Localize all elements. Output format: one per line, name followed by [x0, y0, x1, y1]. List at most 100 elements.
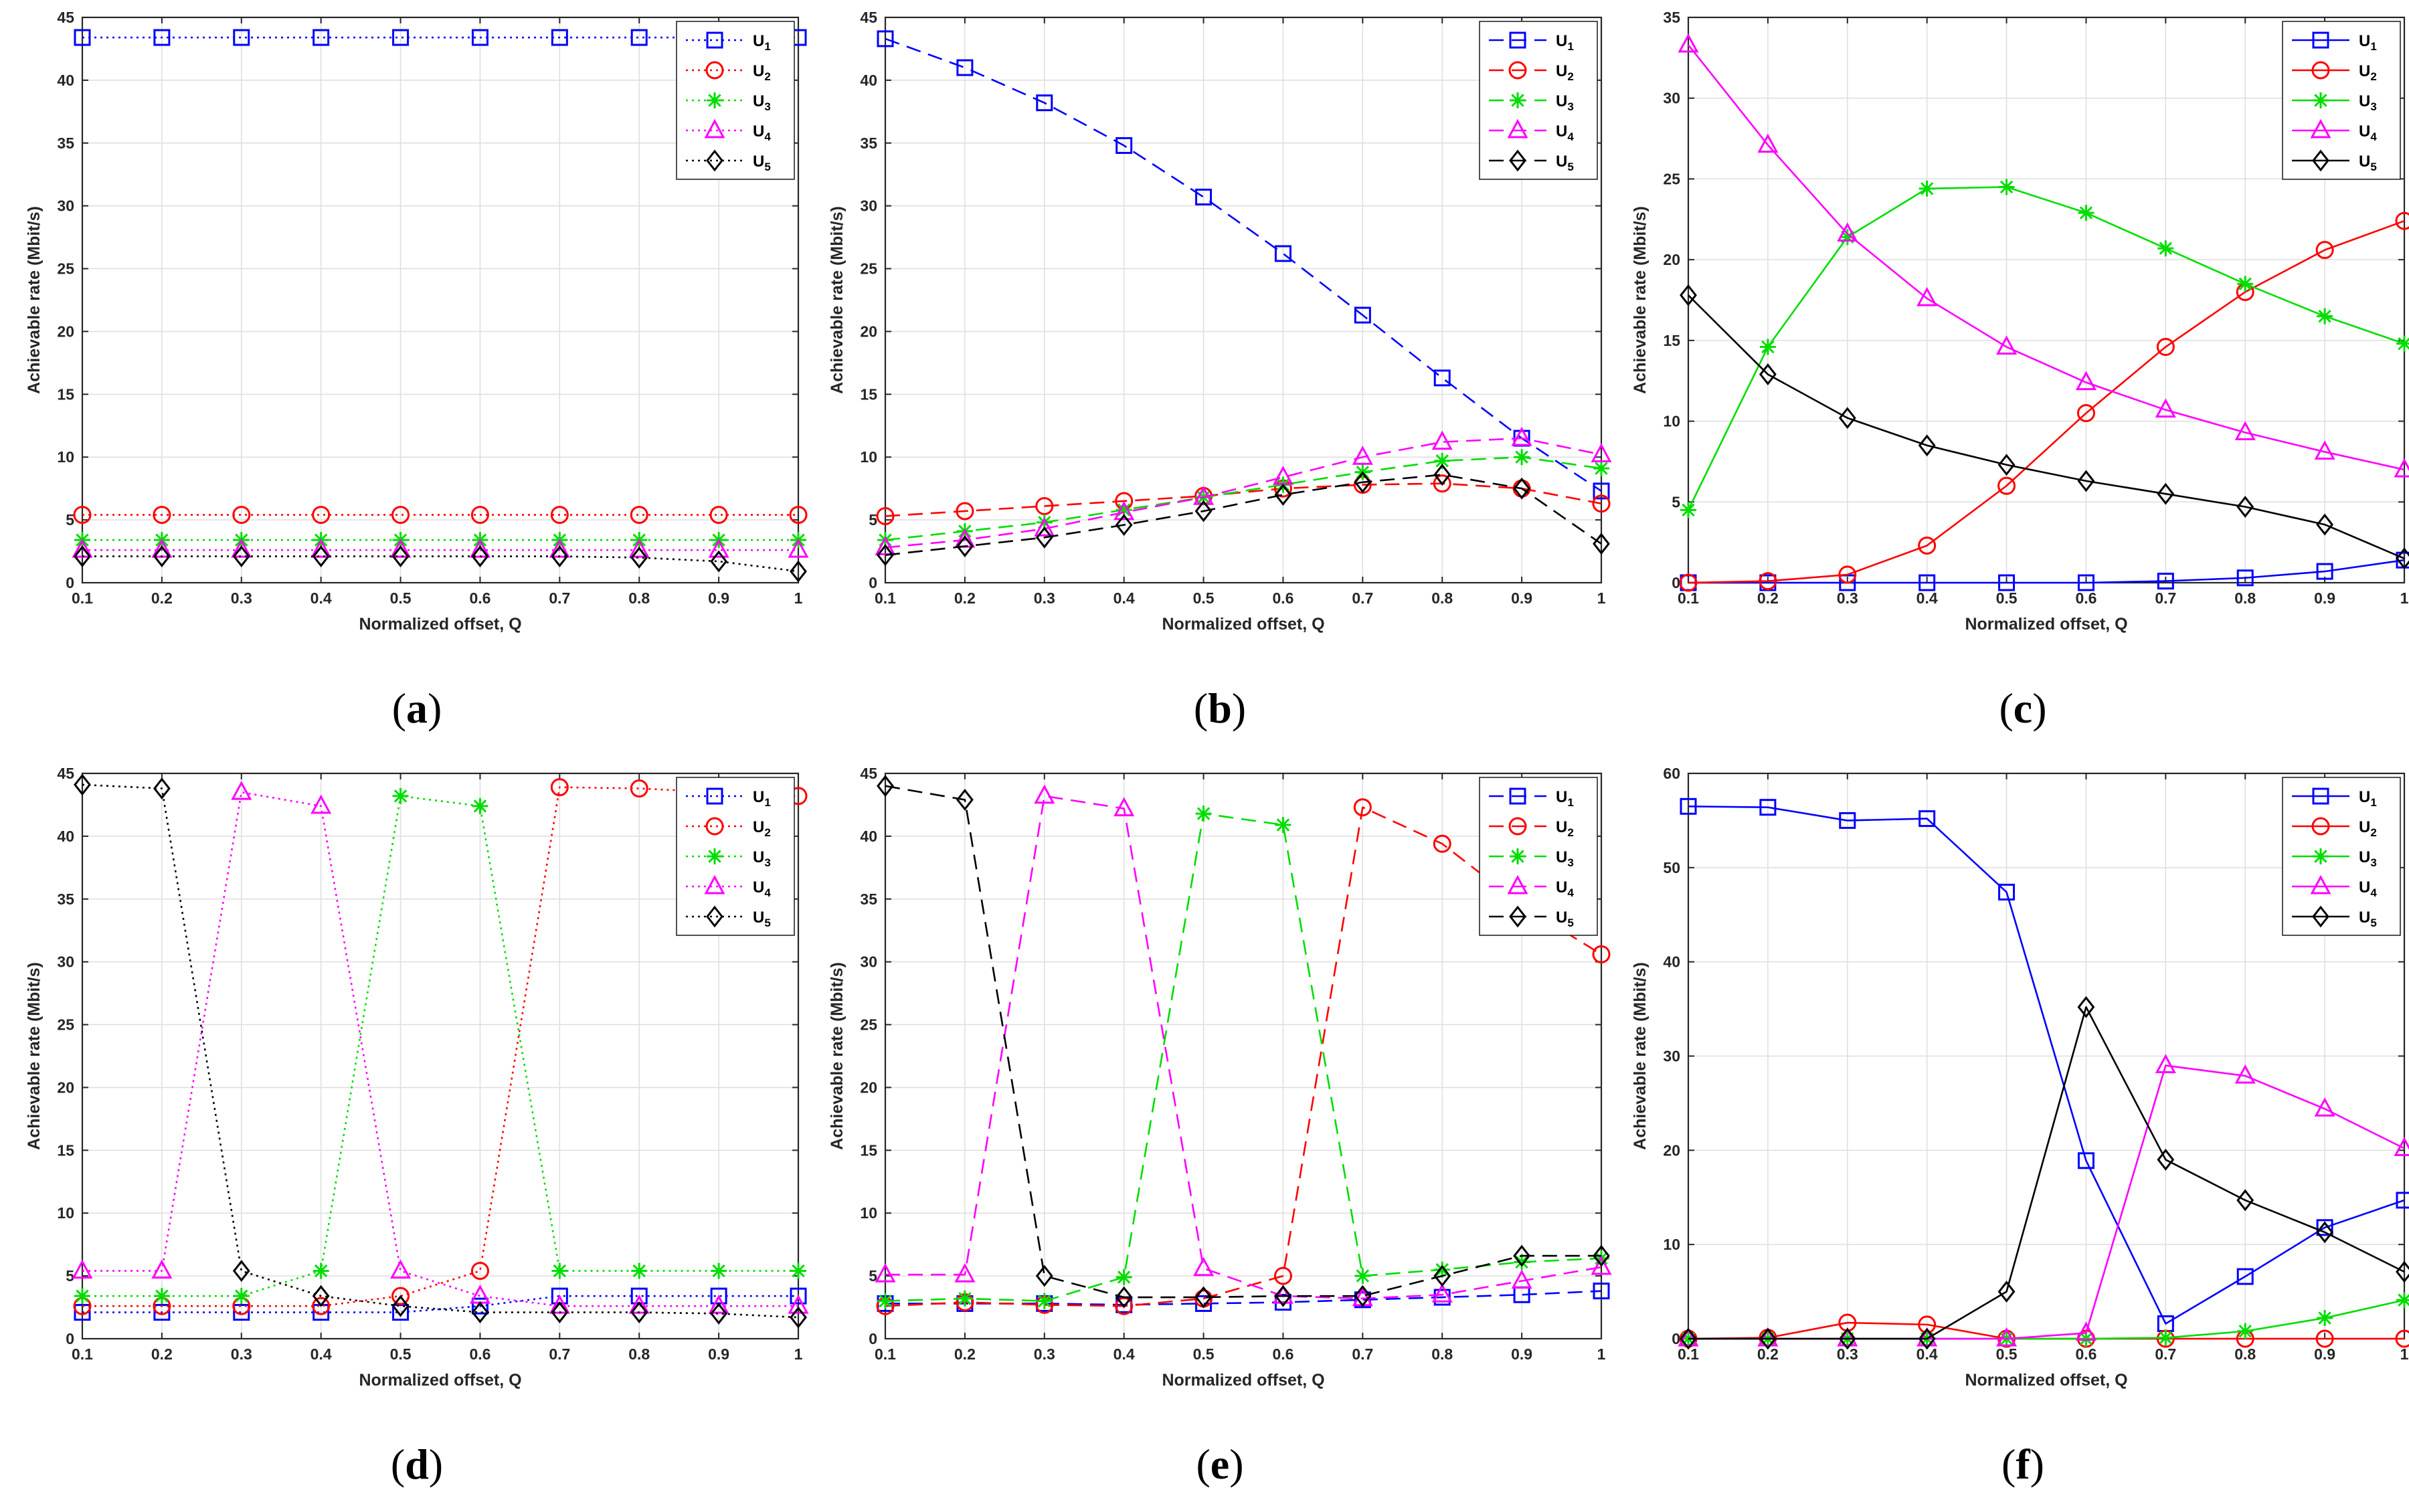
series-line-U4: [1687, 44, 2405, 471]
data-point-U3: [877, 1293, 893, 1309]
data-point-U3: [1593, 460, 1609, 477]
data-point-U4: [2314, 1097, 2335, 1117]
series-U5: [1680, 996, 2409, 1350]
data-point-U2: [709, 506, 728, 525]
y-tick-label: 10: [1663, 1236, 1680, 1253]
data-point-U4: [72, 1259, 93, 1279]
y-tick-label: 35: [57, 890, 74, 908]
x-tick-label: 0.9: [1511, 589, 1532, 607]
y-axis-title: Achievable rate (Mbit/s): [828, 962, 846, 1150]
legend-label-subscript: 1: [2370, 40, 2376, 53]
legend-marker: [706, 905, 723, 928]
data-point-U4: [1837, 1327, 1858, 1347]
data-point-U1: [1839, 812, 1856, 829]
data-point-U3: [1354, 1268, 1371, 1285]
y-tick-label: 10: [57, 448, 74, 466]
data-point-U1: [1593, 482, 1610, 500]
legend-label-subscript: 4: [1567, 130, 1574, 143]
legend-label-subscript: 1: [764, 796, 770, 809]
legend-marker: [2311, 817, 2330, 836]
legend-label-letter: U: [1556, 848, 1567, 866]
data-point-U3: [313, 1262, 329, 1279]
legend-label-letter: U: [2359, 788, 2370, 806]
legend-label-letter: U: [753, 92, 764, 110]
x-tick-label: 0.6: [1272, 1345, 1293, 1363]
legend-label-subscript: 3: [1567, 100, 1573, 113]
data-point-U4: [2075, 1321, 2096, 1341]
legend-label-subscript: 2: [2370, 826, 2376, 839]
legend-marker: [706, 149, 723, 172]
data-point-U3: [2237, 276, 2254, 292]
x-tick-label: 1: [1597, 1345, 1606, 1363]
y-tick-label: 5: [1672, 493, 1680, 510]
x-tick-label: 0.7: [549, 1345, 570, 1363]
data-point-U5: [74, 773, 91, 796]
y-tick-label: 35: [860, 134, 877, 152]
legend-marker: [1510, 92, 1526, 108]
x-tick-label: 1: [2400, 1345, 2409, 1363]
chart-svg-a: 0.1 0.2 0.3 0.4 0.5 0.6 0.7 0.8 0.9 1051015202530…: [25, 9, 809, 732]
chart-panel-a: 0.1 0.2 0.3 0.4 0.5 0.6 0.7 0.8 0.9 1 0 5 10 15 20 25 30…: [0, 0, 809, 756]
data-point-U4: [1678, 33, 1699, 53]
data-point-U5: [1354, 1285, 1372, 1307]
legend-marker: [2312, 787, 2329, 805]
data-point-U4: [1591, 1255, 1612, 1275]
data-point-U2: [232, 506, 251, 525]
x-tick-label: 0.4: [1113, 1345, 1135, 1363]
data-point-U4: [1034, 784, 1055, 804]
data-point-U2: [1592, 494, 1611, 513]
chart-svg-e: 0.1 0.2 0.3 0.4 0.5 0.6 0.7 0.8 0.9 1051015202530…: [828, 765, 1612, 1488]
data-point-U4: [708, 1295, 729, 1314]
data-point-U5: [74, 545, 91, 567]
data-point-U1: [1680, 797, 1697, 815]
legend-marker: [706, 31, 723, 49]
data-point-U4: [1757, 1327, 1779, 1347]
data-point-U4: [1837, 222, 1858, 242]
legend-label-subscript: 4: [1567, 886, 1574, 899]
y-axis-title: Achievable rate (Mbit/s): [25, 962, 43, 1150]
data-point-U3: [790, 1262, 806, 1279]
data-point-U1: [153, 29, 171, 46]
x-tick-label: 0.1: [875, 589, 896, 607]
data-point-U1: [313, 29, 330, 46]
legend-marker: [705, 817, 724, 836]
series-U3: [74, 787, 806, 1305]
x-tick-label: 0.7: [549, 589, 570, 607]
y-tick-label: 20: [860, 322, 877, 340]
series-line-U3: [885, 456, 1602, 541]
data-point-U3: [631, 1262, 648, 1279]
data-point-U2: [2315, 241, 2334, 260]
data-point-U5: [391, 545, 410, 567]
data-point-U5: [1274, 1285, 1292, 1307]
y-tick-label: 5: [869, 511, 877, 529]
data-point-U1: [471, 29, 488, 46]
data-point-U5: [630, 1301, 648, 1323]
chart-svg-f: 0.1 0.2 0.3 0.4 0.5 0.6 0.7 0.8 0.9 1010203040506…: [1631, 765, 2409, 1488]
legend-label-subscript: 1: [764, 40, 770, 53]
legend-label-letter: U: [2359, 122, 2370, 140]
data-point-U4: [151, 1259, 173, 1279]
data-point-U3: [1434, 1261, 1451, 1278]
data-point-U1: [1195, 189, 1213, 206]
data-point-U1: [1354, 306, 1371, 324]
data-point-U2: [1918, 536, 1937, 555]
data-point-U5: [232, 545, 250, 567]
x-tick-label: 0.6: [1272, 589, 1293, 607]
chart-panel-e: 0.1 0.2 0.3 0.4 0.5 0.6 0.7 0.8 0.9 1 0 5 10 15 20 25 30…: [803, 756, 1612, 1512]
data-point-U4: [1591, 443, 1612, 462]
x-axis-title: Normalized offset, Q: [359, 615, 521, 634]
x-tick-label: 0.8: [1431, 1345, 1453, 1363]
data-point-U5: [1997, 454, 2016, 476]
y-tick-label: 25: [860, 1016, 877, 1034]
data-point-U5: [1680, 1327, 1697, 1350]
legend-label-letter: U: [2359, 818, 2370, 836]
data-point-U5: [1513, 477, 1531, 500]
y-tick-label: 0: [66, 574, 74, 591]
data-point-U1: [233, 29, 250, 46]
data-point-U3: [1919, 180, 1935, 197]
data-point-U3: [1036, 514, 1053, 531]
data-point-U5: [312, 545, 330, 567]
